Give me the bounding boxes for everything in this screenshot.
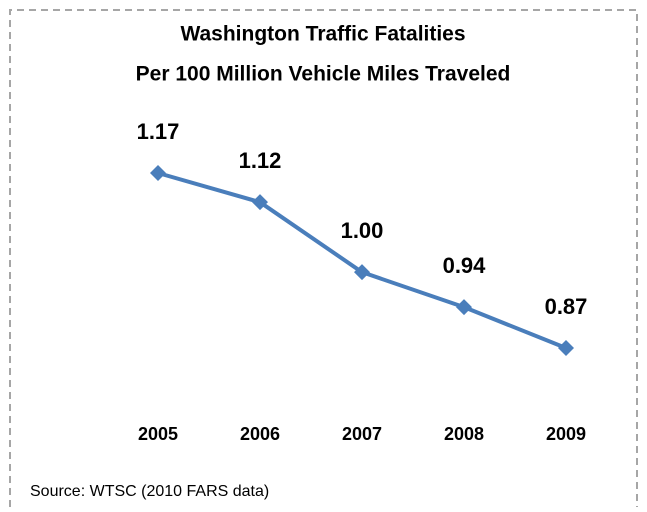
x-tick-label: 2007 — [342, 424, 382, 444]
frame — [9, 9, 638, 507]
x-tick-label: 2006 — [240, 424, 280, 444]
marker — [252, 194, 268, 211]
x-tick-label: 2009 — [546, 424, 586, 444]
data-label: 0.87 — [545, 294, 588, 319]
data-label: 1.00 — [341, 218, 384, 243]
x-tick-label: 2005 — [138, 424, 178, 444]
data-label: 1.12 — [239, 148, 282, 173]
x-tick-label: 2008 — [444, 424, 484, 444]
marker — [150, 165, 166, 181]
data-label: 1.17 — [137, 119, 180, 144]
line — [157, 171, 567, 350]
chart-title: Washington Traffic Fatalities — [180, 23, 465, 46]
marker — [558, 340, 574, 356]
chart-subtitle: Per 100 Million Vehicle Miles Traveled — [136, 63, 511, 86]
marker — [456, 299, 472, 316]
source: Source: WTSC (2010 FARS data) — [30, 483, 269, 500]
marker — [354, 264, 370, 281]
data-label: 0.94 — [443, 253, 487, 278]
